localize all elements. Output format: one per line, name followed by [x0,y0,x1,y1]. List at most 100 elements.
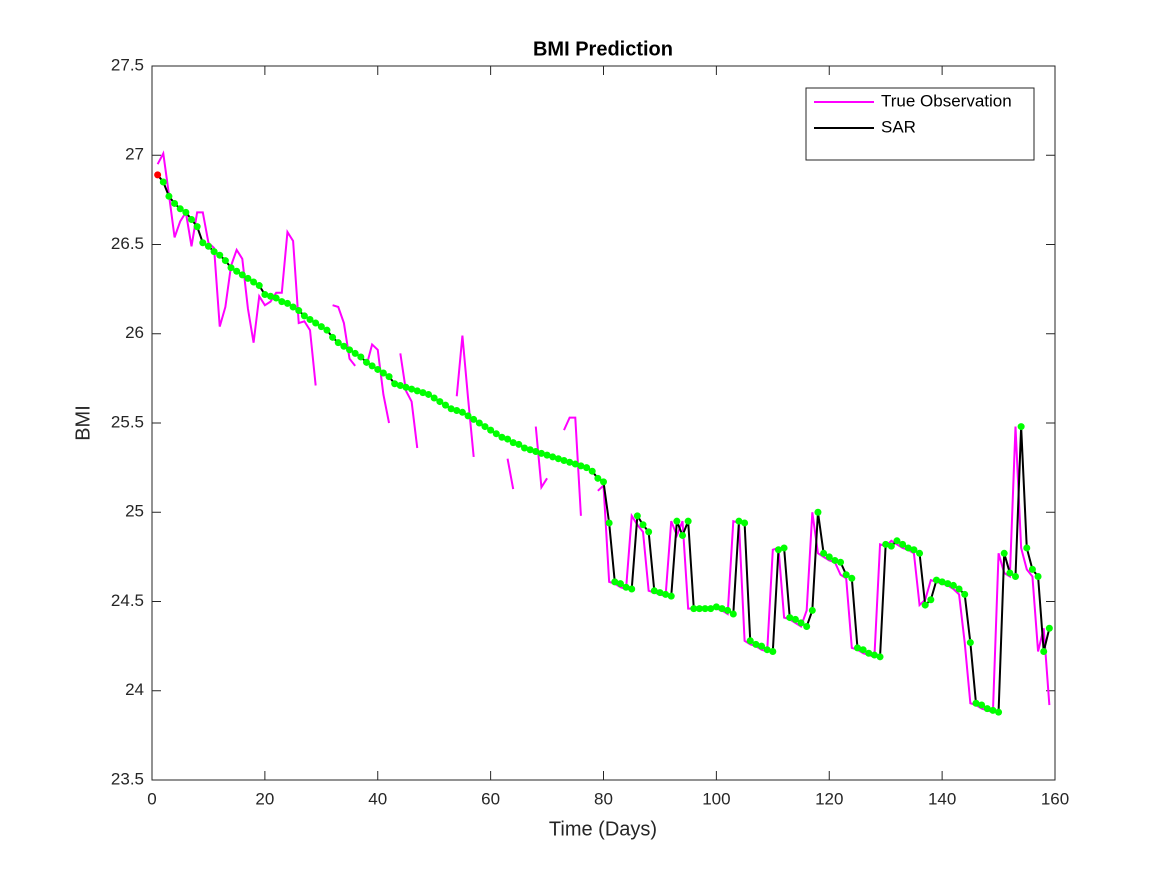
data-point [306,315,314,323]
data-point [402,383,410,391]
data-point [718,605,726,613]
data-point [317,323,325,331]
data-point [932,576,940,584]
data-point [853,644,861,652]
data-point [1045,624,1053,632]
data-point [588,467,596,475]
data-point [966,639,974,647]
data-point [408,385,416,393]
data-point [921,601,929,609]
data-point [639,521,647,529]
data-point [470,415,478,423]
data-point [780,544,788,552]
y-tick-label: 24 [125,680,144,699]
x-tick-label: 60 [481,789,500,808]
data-point [769,647,777,655]
data-point [876,653,884,661]
data-point [340,342,348,350]
data-point [944,580,952,588]
data-point [814,508,822,516]
data-point [498,433,506,441]
data-point [357,353,365,361]
data-point [741,519,749,527]
data-point [193,223,201,231]
data-point [537,449,545,457]
data-point [774,546,782,554]
data-point [797,619,805,627]
data-point [695,605,703,613]
data-point [870,651,878,659]
data-point [1011,573,1019,581]
x-tick-label: 0 [147,789,156,808]
data-point [159,178,167,186]
data-point [831,556,839,564]
data-point [441,401,449,409]
data-point [1017,423,1025,431]
data-point [712,603,720,611]
data-point [656,589,664,597]
data-point [334,339,342,347]
data-point [261,290,269,298]
data-point [577,462,585,470]
data-point [645,528,653,536]
data-point [605,519,613,527]
data-point [1034,573,1042,581]
data-point [566,458,574,466]
data-point [701,605,709,613]
data-point [199,239,207,247]
x-tick-label: 20 [255,789,274,808]
data-point [916,549,924,557]
data-point [882,540,890,548]
data-point [995,708,1003,716]
data-point [955,585,963,593]
data-point [238,271,246,279]
data-point [154,171,162,179]
data-point [611,578,619,586]
data-point [746,637,754,645]
data-point [509,439,517,447]
data-point [927,596,935,604]
data-point [515,440,523,448]
data-point [673,517,681,525]
data-point [221,257,229,265]
data-point [453,407,461,415]
data-point [893,537,901,545]
data-point [368,362,376,370]
data-point [899,540,907,548]
data-point [662,590,670,598]
data-point [1000,549,1008,557]
data-point [910,546,918,554]
data-point [447,405,455,413]
data-point [1040,647,1048,655]
data-point [430,394,438,402]
data-point [351,349,359,357]
data-point [690,605,698,613]
data-point [396,382,404,390]
data-point [978,701,986,709]
data-point [560,456,568,464]
series-line [156,150,1051,714]
data-point [887,542,895,550]
data-point [526,446,534,454]
y-tick-label: 25 [125,502,144,521]
data-point [549,453,557,461]
data-point [949,581,957,589]
plot-area [151,65,1056,781]
data-point [227,264,235,272]
data-point [679,531,687,539]
x-tick-label: 140 [928,789,956,808]
data-point [724,606,732,614]
data-point [481,423,489,431]
y-tick-label: 27.5 [111,55,144,74]
data-point [1023,544,1031,552]
data-point [267,292,275,300]
data-point [312,319,320,327]
data-point [808,606,816,614]
data-point [362,358,370,366]
data-point [374,365,382,373]
data-point [165,192,173,200]
data-point [458,408,466,416]
data-point [329,333,337,341]
